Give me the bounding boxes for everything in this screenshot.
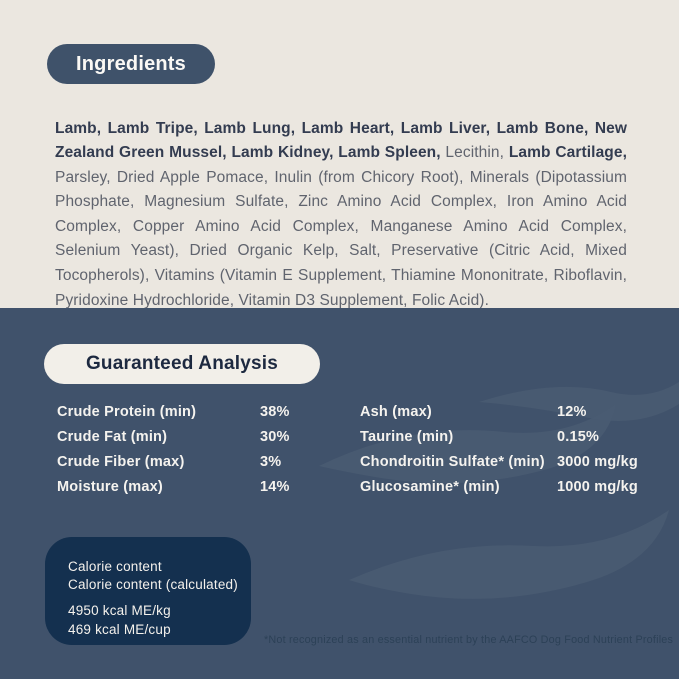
calorie-value-cup: 469 kcal ME/cup [68,622,171,637]
analysis-value: 3% [260,454,282,470]
analysis-value: 12% [557,404,587,420]
ingredients-title-pill: Ingredients [47,44,215,84]
analysis-row-chondroitin: Chondroitin Sulfate* (min) 3000 mg/kg [360,454,660,479]
analysis-value: 14% [260,479,290,495]
analysis-value: 38% [260,404,290,420]
analysis-value: 30% [260,429,290,445]
ingredients-segment-bold-2: Lamb Cartilage, [508,144,627,162]
ingredients-title: Ingredients [76,52,186,75]
analysis-value: 3000 mg/kg [557,454,638,470]
analysis-row-glucosamine: Glucosamine* (min) 1000 mg/kg [360,479,660,504]
guaranteed-analysis-title: Guaranteed Analysis [85,353,279,374]
analysis-label: Moisture (max) [57,479,163,495]
analysis-value: 1000 mg/kg [557,479,638,495]
analysis-label: Ash (max) [360,404,432,420]
ingredients-segment-bold-1: Lamb, Lamb Tripe, Lamb Lung, Lamb Heart,… [55,119,627,162]
guaranteed-analysis-section: Guaranteed Analysis Crude Protein (min) … [0,308,679,679]
calorie-value-kg: 4950 kcal ME/kg [68,603,171,618]
calorie-line-1: Calorie content [68,559,162,574]
analysis-row-crude-protein: Crude Protein (min) 38% [57,404,347,429]
analysis-label: Chondroitin Sulfate* (min) [360,454,545,470]
calorie-line-2: Calorie content (calculated) [68,577,238,592]
analysis-row-taurine: Taurine (min) 0.15% [360,429,660,454]
analysis-row-moisture: Moisture (max) 14% [57,479,347,504]
ingredients-section: Ingredients Lamb, Lamb Tripe, Lamb Lung,… [0,0,679,309]
analysis-row-crude-fat: Crude Fat (min) 30% [57,429,347,454]
analysis-label: Crude Fiber (max) [57,454,185,470]
analysis-value: 0.15% [557,429,600,445]
analysis-label: Glucosamine* (min) [360,479,500,495]
analysis-label: Crude Protein (min) [57,404,197,420]
analysis-row-ash: Ash (max) 12% [360,404,660,429]
ingredients-segment-regular-2: Parsley, Dried Apple Pomace, Inulin (fro… [55,168,627,309]
aafco-footnote: *Not recognized as an essential nutrient… [264,634,674,646]
analysis-row-crude-fiber: Crude Fiber (max) 3% [57,454,347,479]
ingredients-segment-regular-1: Lecithin, [440,144,509,162]
guaranteed-analysis-title-pill: Guaranteed Analysis [44,344,320,384]
calorie-content-box: Calorie content Calorie content (calcula… [45,537,251,645]
ingredients-paragraph: Lamb, Lamb Tripe, Lamb Lung, Lamb Heart,… [55,117,627,314]
analysis-label: Crude Fat (min) [57,429,168,445]
analysis-label: Taurine (min) [360,429,454,445]
